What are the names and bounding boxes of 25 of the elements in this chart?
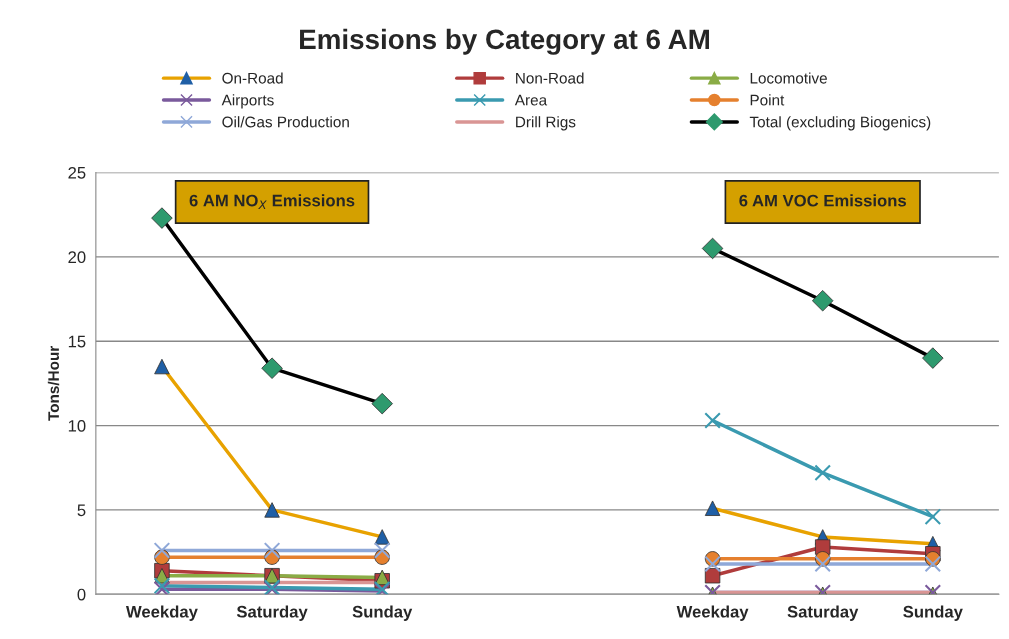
x-tick-label: Saturday — [787, 605, 859, 621]
x-tick-label: Weekday — [676, 605, 749, 621]
annotation: 6 AM VOC Emissions — [739, 194, 906, 207]
chart-title: Emissions by Category at 6 AM — [300, 28, 709, 55]
y-tick-label: 5 — [77, 504, 86, 517]
x-tick-label: Saturday — [236, 605, 308, 621]
y-tick-label: 25 — [68, 166, 86, 179]
y-axis-title: Tons/Hour — [47, 346, 60, 421]
legend-label: Locomotive — [750, 72, 827, 84]
legend-label: Oil/Gas Production — [222, 116, 349, 128]
legend-label: On-Road — [222, 72, 283, 84]
x-tick-label: Weekday — [125, 605, 198, 621]
legend-label: Non-Road — [516, 72, 584, 84]
annotation: 6 AM NO$_{X}$ Emissions — [189, 194, 355, 210]
legend-label: Airports — [221, 94, 274, 109]
legend-label: Total (excluding Biogenics) — [749, 116, 931, 131]
x-tick-label: Sunday — [903, 605, 963, 621]
legend-label: Drill Rigs — [516, 116, 576, 131]
x-tick-label: Sunday — [352, 605, 413, 621]
y-tick-label: 20 — [68, 251, 86, 264]
y-tick-label: 0 — [77, 588, 86, 601]
legend-label: Point — [750, 94, 785, 106]
legend-label: Area — [514, 94, 548, 106]
y-tick-label: 10 — [68, 419, 86, 432]
y-tick-label: 15 — [68, 335, 86, 348]
